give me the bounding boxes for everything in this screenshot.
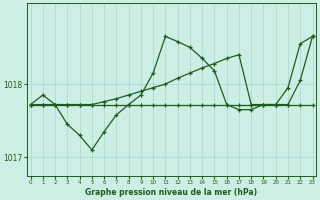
X-axis label: Graphe pression niveau de la mer (hPa): Graphe pression niveau de la mer (hPa) xyxy=(85,188,258,197)
